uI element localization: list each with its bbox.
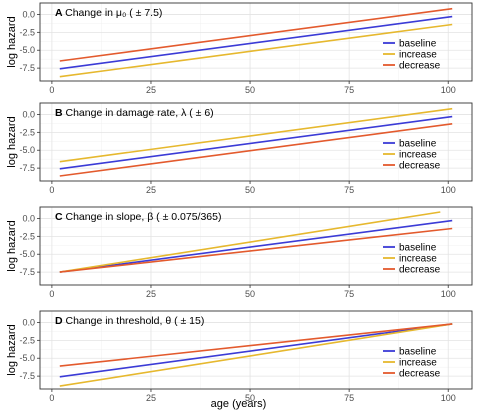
panel-letter: C	[55, 211, 66, 223]
series-line-decrease	[59, 323, 453, 367]
x-tick-label: 0	[49, 85, 54, 95]
x-tick-label: 100	[441, 85, 456, 95]
x-tick-label: 0	[49, 393, 54, 403]
x-tick-label: 0	[49, 185, 54, 195]
panel-title: B Change in damage rate, λ ( ± 6)	[55, 107, 214, 119]
y-tick-label: 0.0	[22, 109, 35, 119]
x-tick-label: 50	[245, 393, 255, 403]
panel-title: D Change in threshold, θ ( ± 15)	[55, 315, 204, 327]
x-axis-title: age (years)	[210, 398, 267, 410]
x-tick-label: 75	[344, 85, 354, 95]
x-tick-label: 50	[245, 185, 255, 195]
y-tick-label: 0.0	[22, 9, 35, 19]
legend-label-increase: increase	[399, 254, 437, 265]
panel-title-text: Change in slope, β ( ± 0.075/365)	[66, 211, 222, 223]
y-tick-label: -2.5	[19, 231, 35, 241]
series-line-baseline	[59, 323, 453, 378]
plot-border	[39, 102, 473, 182]
legend-label-increase: increase	[399, 50, 437, 61]
series-line-increase	[59, 107, 453, 163]
plot-border	[39, 310, 473, 390]
x-tick-label: 100	[441, 185, 456, 195]
series-line-increase	[59, 323, 453, 387]
panel-letter: B	[55, 107, 66, 119]
x-tick-label: 50	[245, 85, 255, 95]
legend-label-increase: increase	[399, 150, 437, 161]
panel-d: -7.5 -5.0 -2.5 0.0 0 25 50 75 100 log hazard D Cha…	[6, 310, 473, 403]
panel-letter: A	[55, 7, 65, 19]
x-tick-label: 100	[441, 393, 456, 403]
y-tick-label: -5.0	[19, 249, 35, 259]
y-tick-label: -2.5	[19, 127, 35, 137]
legend-label-baseline: baseline	[399, 347, 437, 358]
y-axis-title: log hazard	[6, 324, 18, 375]
y-axis-title: log hazard	[6, 116, 18, 167]
panel-c: -7.5 -5.0 -2.5 0.0 0 25 50 75 100 log hazard C Cha…	[6, 206, 473, 299]
panel-title-text: Change in μ₀ ( ± 7.5)	[65, 7, 162, 19]
panel-title: C Change in slope, β ( ± 0.075/365)	[55, 211, 221, 223]
series-line-baseline	[59, 15, 453, 70]
x-tick-label: 25	[146, 393, 156, 403]
series-line-increase	[59, 23, 453, 78]
y-tick-label: 0.0	[22, 213, 35, 223]
legend-label-baseline: baseline	[399, 139, 437, 150]
x-tick-label: 25	[146, 85, 156, 95]
x-tick-label: 0	[49, 289, 54, 299]
legend-label-decrease: decrease	[399, 61, 441, 72]
panel-title: A Change in μ₀ ( ± 7.5)	[55, 7, 162, 19]
panel-title-text: Change in threshold, θ ( ± 15)	[66, 315, 205, 327]
y-tick-label: -7.5	[19, 371, 35, 381]
legend-label-decrease: decrease	[399, 161, 441, 172]
legend-label-baseline: baseline	[399, 39, 437, 50]
y-tick-label: -7.5	[19, 163, 35, 173]
legend-label-decrease: decrease	[399, 265, 441, 276]
y-tick-label: -7.5	[19, 267, 35, 277]
y-tick-label: -5.0	[19, 45, 35, 55]
x-tick-label: 75	[344, 289, 354, 299]
legend-label-increase: increase	[399, 358, 437, 369]
x-tick-label: 75	[344, 185, 354, 195]
y-tick-label: -2.5	[19, 27, 35, 37]
series-line-baseline	[59, 219, 453, 273]
series-line-increase	[59, 211, 441, 273]
plot-border	[39, 206, 473, 286]
plot-border	[39, 2, 473, 82]
x-tick-label: 100	[441, 289, 456, 299]
y-axis-title: log hazard	[6, 16, 18, 67]
series-line-baseline	[59, 115, 453, 170]
y-tick-label: -7.5	[19, 63, 35, 73]
x-tick-label: 25	[146, 185, 156, 195]
legend-label-baseline: baseline	[399, 243, 437, 254]
panel-title-text: Change in damage rate, λ ( ± 6)	[66, 107, 214, 119]
legend-label-decrease: decrease	[399, 369, 441, 380]
panel-a: -7.5 -5.0 -2.5 0.0 0 25 50 75 100 log hazard A Cha…	[6, 2, 473, 95]
x-tick-label: 75	[344, 393, 354, 403]
series-line-decrease	[59, 227, 453, 273]
x-tick-label: 50	[245, 289, 255, 299]
y-tick-label: -5.0	[19, 145, 35, 155]
y-axis-title: log hazard	[6, 220, 18, 271]
y-tick-label: -5.0	[19, 353, 35, 363]
series-line-decrease	[59, 7, 453, 62]
panel-letter: D	[55, 315, 66, 327]
y-tick-label: -2.5	[19, 335, 35, 345]
x-tick-label: 25	[146, 289, 156, 299]
y-tick-label: 0.0	[22, 317, 35, 327]
series-line-decrease	[59, 123, 453, 177]
panel-b: -7.5 -5.0 -2.5 0.0 0 25 50 75 100 log hazard B Cha…	[6, 102, 473, 195]
